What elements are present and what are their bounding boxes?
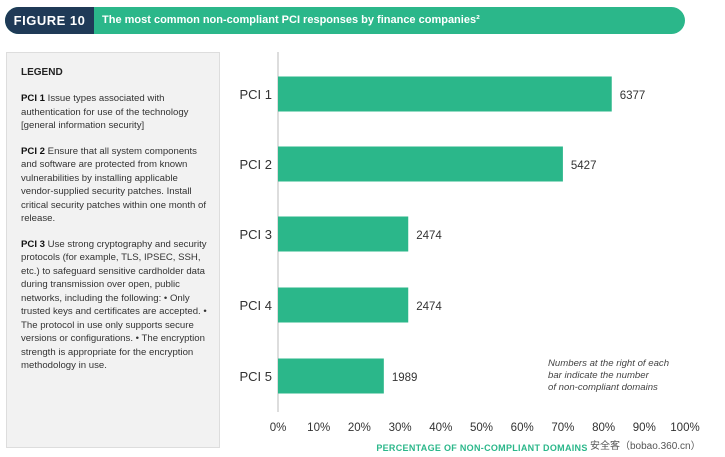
- x-tick-label: 100%: [670, 422, 699, 434]
- x-tick-label: 50%: [470, 422, 493, 434]
- bar: [278, 287, 409, 323]
- legend-title: LEGEND: [21, 67, 63, 78]
- legend-item: PCI 1 Issue types associated with authen…: [21, 92, 207, 133]
- data-label: 5427: [571, 160, 597, 172]
- x-tick-label: 20%: [348, 422, 371, 434]
- x-tick-label: 0%: [270, 422, 287, 434]
- chart-annotation: Numbers at the right of each bar indicate…: [548, 358, 669, 393]
- legend-item-text: Use strong cryptography and security pro…: [21, 238, 207, 372]
- category-label: PCI 1: [239, 87, 272, 102]
- x-tick-label: 40%: [429, 422, 452, 434]
- data-label: 2474: [416, 301, 442, 313]
- figure-title: The most common non-compliant PCI respon…: [102, 14, 480, 26]
- bar: [278, 76, 612, 112]
- bar: [278, 358, 384, 394]
- legend-item: PCI 2 Ensure that all system components …: [21, 145, 207, 226]
- x-tick-label: 60%: [511, 422, 534, 434]
- figure-number-badge: FIGURE 10: [5, 7, 94, 34]
- x-tick-label: 90%: [633, 422, 656, 434]
- data-label: 2474: [416, 230, 442, 242]
- annotation-line: of non-compliant domains: [548, 382, 658, 393]
- legend-item-key: PCI 1: [21, 93, 45, 104]
- x-tick-label: 30%: [389, 422, 412, 434]
- category-label: PCI 3: [239, 227, 272, 242]
- annotation-line: bar indicate the number: [548, 370, 650, 381]
- legend-item-text: Ensure that all system components and so…: [21, 145, 207, 225]
- bar: [278, 146, 563, 182]
- category-label: PCI 5: [239, 369, 272, 384]
- x-tick-label: 10%: [307, 422, 330, 434]
- legend-item: PCI 3 Use strong cryptography and securi…: [21, 238, 207, 373]
- legend-item-key: PCI 3: [21, 238, 45, 250]
- x-axis-title: PERCENTAGE OF NON-COMPLIANT DOMAINS: [376, 443, 587, 453]
- legend-item-text: Issue types associated with authenticati…: [21, 93, 189, 131]
- data-label: 6377: [620, 90, 646, 102]
- x-tick-label: 80%: [592, 422, 615, 434]
- figure-header-bar: [5, 7, 685, 34]
- bar: [278, 216, 409, 252]
- data-label: 1989: [392, 372, 418, 384]
- category-label: PCI 2: [239, 157, 272, 172]
- x-tick-label: 70%: [551, 422, 574, 434]
- watermark: 安全客（bobao.360.cn）: [590, 441, 701, 452]
- category-label: PCI 4: [239, 298, 272, 313]
- annotation-line: Numbers at the right of each: [548, 358, 669, 369]
- legend-item-key: PCI 2: [21, 145, 45, 157]
- legend-panel: LEGEND PCI 1 Issue types associated with…: [6, 52, 220, 448]
